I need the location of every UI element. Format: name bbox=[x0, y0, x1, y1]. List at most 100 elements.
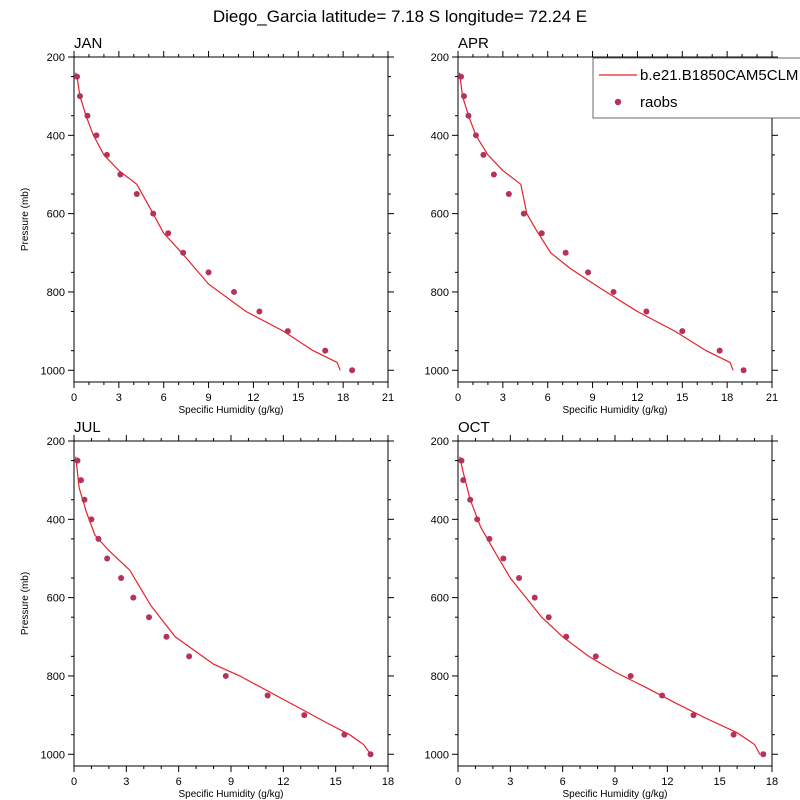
panel-title-oct: OCT bbox=[458, 419, 490, 436]
raob-point-jul-7 bbox=[146, 614, 153, 621]
x-axis-label-jul: Specific Humidity (g/kg) bbox=[178, 789, 283, 800]
raob-point-apr-13 bbox=[465, 112, 472, 119]
y-tick-label-oct-2: 600 bbox=[431, 593, 449, 605]
raob-point-apr-15 bbox=[457, 73, 464, 80]
x-tick-label-jul-6: 18 bbox=[382, 776, 394, 788]
y-tick-label-jan-1: 400 bbox=[47, 130, 65, 142]
x-tick-label-oct-1: 3 bbox=[507, 776, 513, 788]
raob-point-apr-9 bbox=[505, 191, 512, 198]
raob-point-oct-12 bbox=[474, 516, 481, 523]
y-tick-label-apr-4: 1000 bbox=[425, 365, 449, 377]
raob-point-jan-2 bbox=[284, 328, 291, 335]
raob-point-oct-15 bbox=[458, 457, 465, 464]
plot-frame-jan bbox=[73, 56, 389, 383]
x-tick-label-oct-0: 0 bbox=[455, 776, 461, 788]
x-axis-label-apr: Specific Humidity (g/kg) bbox=[562, 405, 667, 416]
panel-jul: 0 3 6 9 12 15 18 200 400 600 800 1000 JUL Specific Hu… bbox=[20, 419, 394, 800]
y-tick-label-oct-0: 200 bbox=[431, 436, 449, 448]
raob-point-jan-11 bbox=[103, 151, 110, 158]
raob-point-oct-7 bbox=[545, 614, 552, 621]
raob-point-jul-10 bbox=[104, 555, 111, 562]
x-tick-label-jul-4: 12 bbox=[277, 776, 289, 788]
x-tick-label-jan-1: 3 bbox=[116, 392, 122, 404]
raob-point-jul-2 bbox=[301, 712, 308, 719]
legend-obs-swatch bbox=[614, 98, 622, 106]
raob-point-apr-11 bbox=[480, 151, 487, 158]
x-tick-label-jan-4: 12 bbox=[247, 392, 259, 404]
x-tick-label-jan-0: 0 bbox=[71, 392, 77, 404]
x-tick-label-oct-5: 15 bbox=[714, 776, 726, 788]
raob-point-jul-9 bbox=[118, 575, 125, 582]
legend: b.e21.B1850CAM5CLM raobs bbox=[592, 57, 800, 119]
plot-frame-jul bbox=[73, 440, 389, 767]
x-tick-label-oct-2: 6 bbox=[560, 776, 566, 788]
raob-point-jan-9 bbox=[133, 191, 140, 198]
model-line-jan bbox=[74, 72, 341, 371]
x-tick-label-jul-3: 9 bbox=[228, 776, 234, 788]
raob-point-oct-1 bbox=[730, 731, 737, 738]
raob-point-jan-14 bbox=[76, 93, 83, 100]
x-tick-label-jul-5: 15 bbox=[330, 776, 342, 788]
x-tick-label-jan-5: 15 bbox=[292, 392, 304, 404]
x-tick-label-jul-2: 6 bbox=[176, 776, 182, 788]
x-tick-label-apr-5: 15 bbox=[676, 392, 688, 404]
raob-point-oct-0 bbox=[760, 751, 767, 758]
plot-frame-oct bbox=[457, 440, 773, 767]
raob-point-apr-4 bbox=[610, 288, 617, 295]
raob-point-apr-8 bbox=[520, 210, 527, 217]
x-tick-label-jul-1: 3 bbox=[123, 776, 129, 788]
x-tick-label-oct-3: 9 bbox=[612, 776, 618, 788]
raob-point-jan-7 bbox=[165, 230, 172, 237]
x-tick-label-apr-2: 6 bbox=[545, 392, 551, 404]
legend-box bbox=[592, 57, 800, 119]
raob-point-jul-3 bbox=[264, 692, 271, 699]
raob-point-apr-6 bbox=[562, 249, 569, 256]
raob-point-oct-2 bbox=[690, 712, 697, 719]
raob-point-jan-8 bbox=[150, 210, 157, 217]
x-tick-label-oct-4: 12 bbox=[661, 776, 673, 788]
x-tick-label-apr-3: 9 bbox=[590, 392, 596, 404]
main-title: Diego_Garcia latitude= 7.18 S longitude=… bbox=[213, 7, 587, 26]
x-tick-label-jan-3: 9 bbox=[206, 392, 212, 404]
x-axis-label-oct: Specific Humidity (g/kg) bbox=[562, 789, 667, 800]
raob-point-apr-12 bbox=[472, 132, 479, 139]
raob-point-jan-10 bbox=[117, 171, 124, 178]
x-tick-label-jul-0: 0 bbox=[71, 776, 77, 788]
raob-point-jan-0 bbox=[349, 367, 356, 374]
raob-point-jul-5 bbox=[186, 653, 193, 660]
y-tick-label-jan-3: 800 bbox=[47, 287, 65, 299]
panel-jan: 0 3 6 9 12 15 18 21 200 400 600 800 1000 JAN Specific … bbox=[20, 35, 394, 416]
y-tick-label-oct-3: 800 bbox=[431, 671, 449, 683]
raob-point-apr-10 bbox=[490, 171, 497, 178]
raob-point-oct-11 bbox=[486, 535, 493, 542]
y-tick-label-jan-2: 600 bbox=[47, 209, 65, 221]
y-tick-label-jul-2: 600 bbox=[47, 593, 65, 605]
raob-point-jan-12 bbox=[93, 132, 100, 139]
raob-point-jul-6 bbox=[163, 633, 170, 640]
raob-point-apr-0 bbox=[740, 367, 747, 374]
model-line-jul bbox=[75, 456, 372, 755]
legend-obs-label: raobs bbox=[640, 94, 678, 111]
x-tick-label-apr-0: 0 bbox=[455, 392, 461, 404]
raob-point-jul-4 bbox=[222, 672, 229, 679]
raob-point-oct-6 bbox=[563, 633, 570, 640]
panel-oct: 0 3 6 9 12 15 18 200 400 600 800 1000 OCT Specific Hu… bbox=[425, 419, 779, 800]
y-tick-label-jul-3: 800 bbox=[47, 671, 65, 683]
raob-point-jan-6 bbox=[180, 249, 187, 256]
x-axis-label-jan: Specific Humidity (g/kg) bbox=[178, 405, 283, 416]
x-tick-label-jan-6: 18 bbox=[337, 392, 349, 404]
raob-point-apr-3 bbox=[643, 308, 650, 315]
raob-point-apr-2 bbox=[679, 328, 686, 335]
y-axis-label-jul: Pressure (mb) bbox=[20, 572, 31, 635]
panel-title-apr: APR bbox=[458, 35, 489, 52]
raob-point-oct-14 bbox=[460, 477, 467, 484]
raob-point-jul-14 bbox=[77, 477, 84, 484]
raob-point-jan-1 bbox=[322, 347, 329, 354]
raob-point-apr-5 bbox=[585, 269, 592, 276]
y-tick-label-apr-1: 400 bbox=[431, 130, 449, 142]
raob-point-apr-14 bbox=[460, 93, 467, 100]
raob-point-apr-7 bbox=[538, 230, 545, 237]
raob-point-jan-3 bbox=[256, 308, 263, 315]
raob-point-jul-11 bbox=[95, 535, 102, 542]
raob-point-jul-0 bbox=[367, 751, 374, 758]
